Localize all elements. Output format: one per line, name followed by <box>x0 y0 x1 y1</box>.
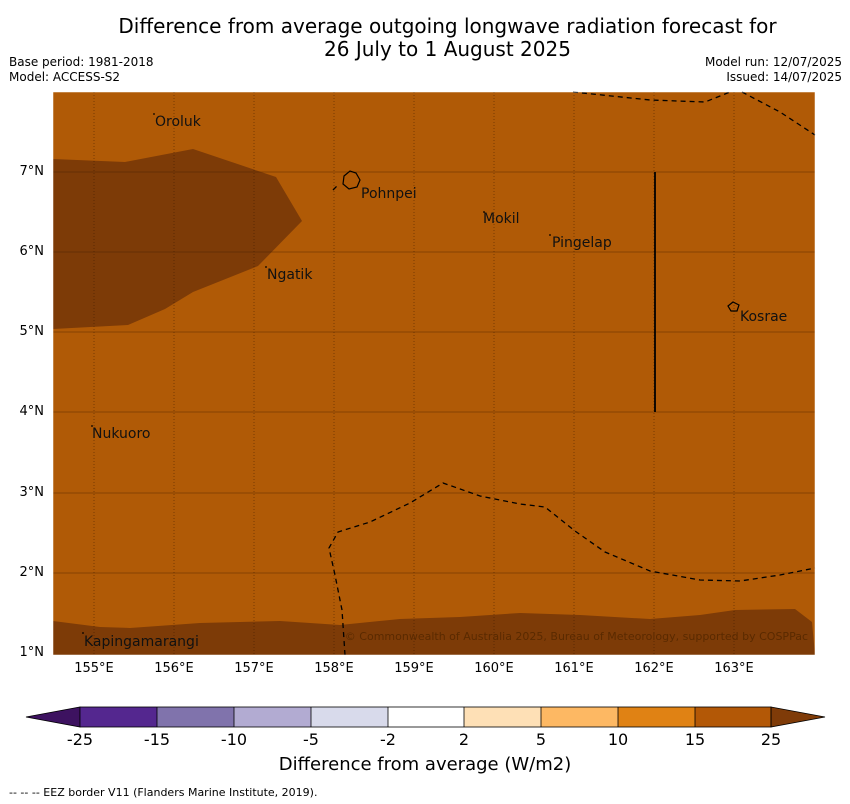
lat-label: 1°N <box>19 645 45 660</box>
colorbar-segment <box>388 707 464 727</box>
island-mokil-dot <box>483 211 485 213</box>
colorbar-tick: -2 <box>380 730 396 749</box>
island-pohnpei-outline <box>342 170 361 190</box>
colorbar-tick: -5 <box>303 730 319 749</box>
lon-label: 155°E <box>74 661 114 676</box>
lat-label: 5°N <box>19 324 45 339</box>
island-nukuoro-dot <box>91 425 93 427</box>
colorbar-segment <box>80 707 157 727</box>
lon-label: 157°E <box>234 661 274 676</box>
colorbar-segment <box>695 707 771 727</box>
colorbar-segment <box>541 707 618 727</box>
lat-label: 4°N <box>19 404 45 419</box>
model-name: Model: ACCESS-S2 <box>9 70 121 84</box>
place-label: Kapingamarangi <box>84 634 199 650</box>
colorbar-tick: -10 <box>220 730 248 749</box>
place-label: Mokil <box>483 211 520 227</box>
colorbar <box>25 706 826 728</box>
place-label: Pohnpei <box>361 186 417 202</box>
colorbar-tick: 10 <box>607 730 629 749</box>
colorbar-tick: -15 <box>143 730 171 749</box>
anomaly-region-south <box>53 609 815 655</box>
lon-label: 163°E <box>714 661 754 676</box>
colorbar-segment <box>157 707 234 727</box>
lon-label: 159°E <box>394 661 434 676</box>
place-label: Kosrae <box>740 309 787 325</box>
lon-label: 156°E <box>154 661 194 676</box>
colorbar-segment <box>234 707 311 727</box>
colorbar-segment <box>464 707 541 727</box>
graticule <box>93 92 735 655</box>
colorbar-tick: 5 <box>535 730 547 749</box>
colorbar-segment <box>618 707 695 727</box>
colorbar-outline <box>79 706 772 728</box>
island-oroluk-dot <box>153 113 155 115</box>
meta-right: Model run: 12/07/2025 Issued: 14/07/2025 <box>705 55 842 85</box>
island-kosrae-outline <box>727 301 740 312</box>
map-title-line2: 26 July to 1 August 2025 <box>324 37 571 61</box>
graticule-lat <box>53 171 815 574</box>
lon-label: 158°E <box>314 661 354 676</box>
lon-label: 160°E <box>474 661 514 676</box>
island-kapinga-dot <box>82 632 84 634</box>
colorbar-tick: -25 <box>66 730 94 749</box>
island-pingelap-dot <box>549 234 551 236</box>
place-label: Ngatik <box>267 267 313 283</box>
colorbar-tick: 25 <box>760 730 782 749</box>
colorbar-upper-extension <box>770 706 826 728</box>
lat-label: 3°N <box>19 485 45 500</box>
place-label: Oroluk <box>155 114 202 130</box>
meta-left: Base period: 1981-2018 Model: ACCESS-S2 <box>9 55 154 85</box>
place-label: Pingelap <box>552 235 612 251</box>
anomaly-region-west <box>53 149 302 329</box>
model-run: Model run: 12/07/2025 <box>704 55 842 69</box>
copyright-text: © Commonwealth of Australia 2025, Bureau… <box>345 630 808 643</box>
issued-date: Issued: 14/07/2025 <box>726 70 842 84</box>
colorbar-segment <box>311 707 388 727</box>
lat-label: 6°N <box>19 244 45 259</box>
lon-label: 161°E <box>554 661 594 676</box>
lon-label: 162°E <box>634 661 674 676</box>
island-ngatik-dot <box>265 266 267 268</box>
base-period: Base period: 1981-2018 <box>9 55 154 69</box>
map-title-line1: Difference from average outgoing longwav… <box>118 14 777 38</box>
colorbar-tick: 15 <box>684 730 706 749</box>
colorbar-tick: 2 <box>458 730 470 749</box>
lat-label: 7°N <box>19 164 45 179</box>
colorbar-lower-extension <box>25 706 81 728</box>
colorbar-title: Difference from average (W/m2) <box>278 754 572 775</box>
eez-border <box>328 91 816 656</box>
lat-label: 2°N <box>19 565 45 580</box>
place-label: Nukuoro <box>92 426 150 442</box>
eez-legend-note: -- -- -- EEZ border V11 (Flanders Marine… <box>9 786 318 799</box>
map-frame <box>52 91 816 656</box>
